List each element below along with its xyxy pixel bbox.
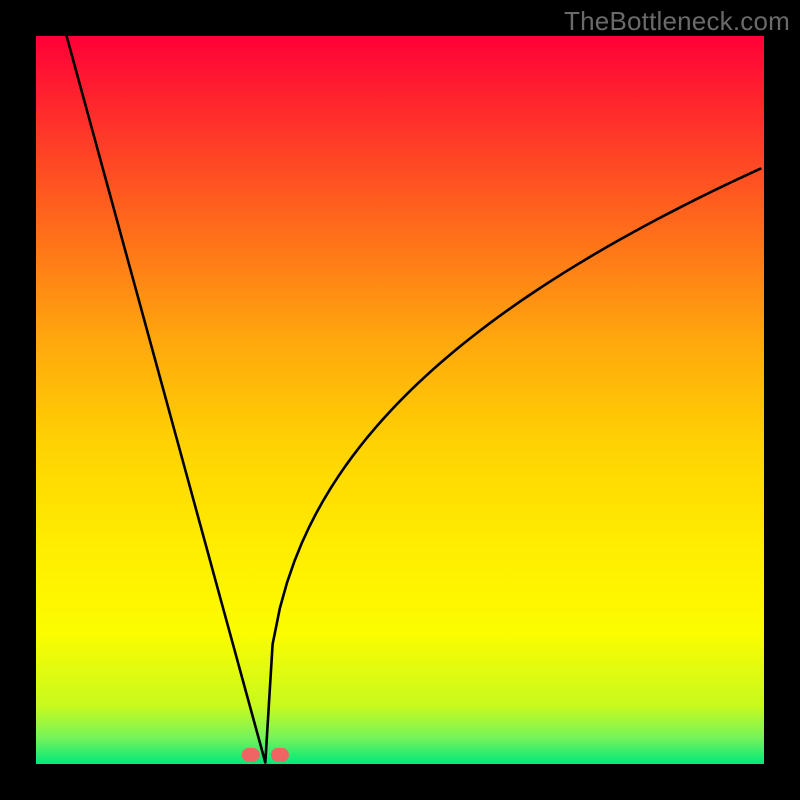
- markers-layer: [36, 36, 764, 764]
- min-marker: [242, 748, 260, 762]
- chart-frame: TheBottleneck.com: [0, 0, 800, 800]
- plot-area: [36, 36, 764, 764]
- watermark-label: TheBottleneck.com: [564, 6, 790, 37]
- min-marker: [271, 748, 289, 762]
